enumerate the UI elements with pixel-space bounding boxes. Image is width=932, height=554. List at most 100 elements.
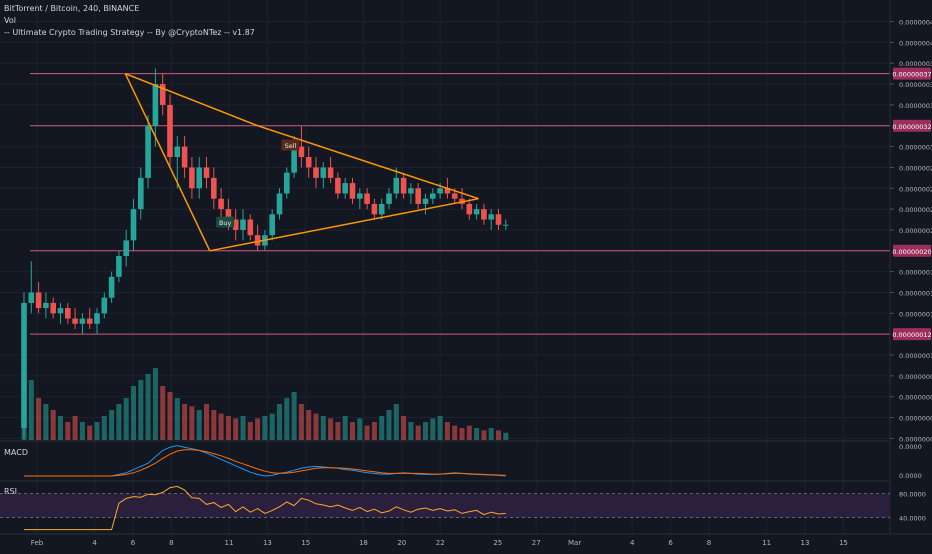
price-tick-label: 0.00000028: [899, 164, 932, 172]
candle-body: [138, 177, 144, 210]
rsi-line: [24, 485, 506, 531]
volume-bar: [430, 418, 436, 440]
candle-body: [225, 209, 232, 220]
volume-bar: [481, 430, 487, 440]
volume-bar: [284, 398, 290, 440]
candle-body: [451, 193, 458, 199]
candle-body: [488, 214, 494, 220]
candle-body: [378, 203, 385, 215]
candle-body: [473, 209, 480, 215]
candle-body: [481, 209, 487, 220]
price-tick-label: 0.00000024: [899, 206, 932, 214]
volume-bar: [116, 404, 122, 440]
time-tick-label: 25: [493, 539, 502, 547]
candle-body: [28, 292, 35, 303]
candle-body: [232, 219, 239, 230]
candle-body: [269, 214, 275, 236]
price-tick-label: 0.00000004: [899, 415, 932, 423]
candle-body: [342, 183, 348, 194]
time-tick-label: 13: [263, 539, 272, 547]
sell-signal-badge: [281, 139, 300, 151]
volume-bar: [452, 425, 458, 440]
candle-body: [116, 256, 122, 277]
volume-bar: [466, 425, 472, 440]
candle-body: [203, 167, 210, 178]
price-tick-label: 0.00000034: [899, 102, 932, 110]
time-tick-label: 13: [801, 539, 810, 547]
volume-bar: [109, 410, 115, 440]
candle-body: [400, 177, 407, 194]
volume-bar: [247, 422, 253, 440]
volume-bar: [196, 410, 202, 440]
macd-signal-line: [24, 449, 506, 477]
volume-bar: [313, 413, 319, 440]
price-tick-label: 0.00000022: [899, 227, 932, 235]
level-badge: [893, 67, 931, 80]
volume-bar: [277, 404, 282, 440]
candle-body: [247, 219, 254, 236]
candle-body: [145, 125, 151, 178]
volume-bar: [79, 422, 85, 440]
level-badge-label: 0.00000032: [892, 123, 931, 131]
trade-signals: Buy Sell: [216, 139, 300, 228]
grid: [0, 0, 890, 534]
time-tick-label: 15: [839, 539, 848, 547]
volume-bar: [28, 380, 34, 440]
volume-bar: [131, 386, 136, 440]
time-tick-label: 8: [169, 539, 173, 547]
horizontal-levels[interactable]: 0.00000037 0.00000032 0.00000020 0.00000012: [30, 67, 932, 341]
candle-body: [466, 203, 473, 215]
volume-bar: [328, 418, 334, 440]
candle-body: [72, 318, 78, 324]
candle-body: [393, 177, 400, 194]
price-tick-label: 0.00000018: [899, 269, 932, 277]
candle-body: [50, 302, 56, 314]
volume-bar: [503, 432, 509, 440]
time-tick-label: 11: [762, 539, 771, 547]
candle-body: [167, 104, 173, 158]
volume-bar: [233, 418, 239, 440]
time-tick-label: 15: [301, 539, 310, 547]
time-tick-label: 22: [436, 539, 445, 547]
volume-bar: [138, 380, 144, 440]
volume-bar: [58, 416, 63, 440]
candle-body: [320, 167, 327, 178]
volume-bar: [298, 404, 304, 440]
candle-body: [57, 308, 64, 314]
volume-bar: [160, 386, 166, 440]
time-tick-label: Mar: [568, 539, 581, 547]
level-badge-label: 0.00000012: [892, 331, 931, 339]
level-badge-label: 0.00000037: [892, 71, 931, 79]
time-axis[interactable]: Feb 4 6 8 11 13 15 18 20 22 25 27 Mar 4 6 8 11 13 15: [31, 539, 848, 547]
price-axis[interactable]: 0.0000 0.0000 80.0000 40.0000 0.00000042 0.00…: [890, 19, 932, 523]
rsi-indicator: [0, 485, 890, 531]
candle-body: [291, 146, 297, 173]
volume-bar: [444, 422, 450, 440]
candle-body: [284, 172, 290, 194]
volume-bar: [459, 428, 465, 440]
candle-body: [305, 157, 312, 168]
candle-body: [35, 292, 42, 309]
time-tick-label: 27: [532, 539, 541, 547]
volume-bar: [291, 392, 297, 440]
candle-body: [430, 193, 436, 199]
candle-body: [211, 177, 217, 199]
strategy-label: -- Ultimate Crypto Trading Strategy -- B…: [4, 28, 255, 37]
volume-bar: [379, 416, 385, 440]
volume-bar: [415, 425, 421, 440]
rsi-axis-label: 80.0000: [899, 491, 926, 499]
triangle-pattern[interactable]: [124, 72, 479, 252]
volume-bar: [364, 425, 370, 440]
candle-body: [415, 188, 421, 204]
volume-bar: [72, 416, 78, 440]
volume-bar: [386, 410, 392, 440]
volume-bar: [437, 416, 443, 440]
volume-bar: [423, 422, 428, 440]
candle-body: [218, 198, 224, 210]
time-tick-label: 18: [359, 539, 368, 547]
time-tick-label: 4: [630, 539, 635, 547]
price-tick-label: 0.00000030: [899, 144, 932, 152]
macd-axis-label: 0.0000: [899, 443, 922, 451]
